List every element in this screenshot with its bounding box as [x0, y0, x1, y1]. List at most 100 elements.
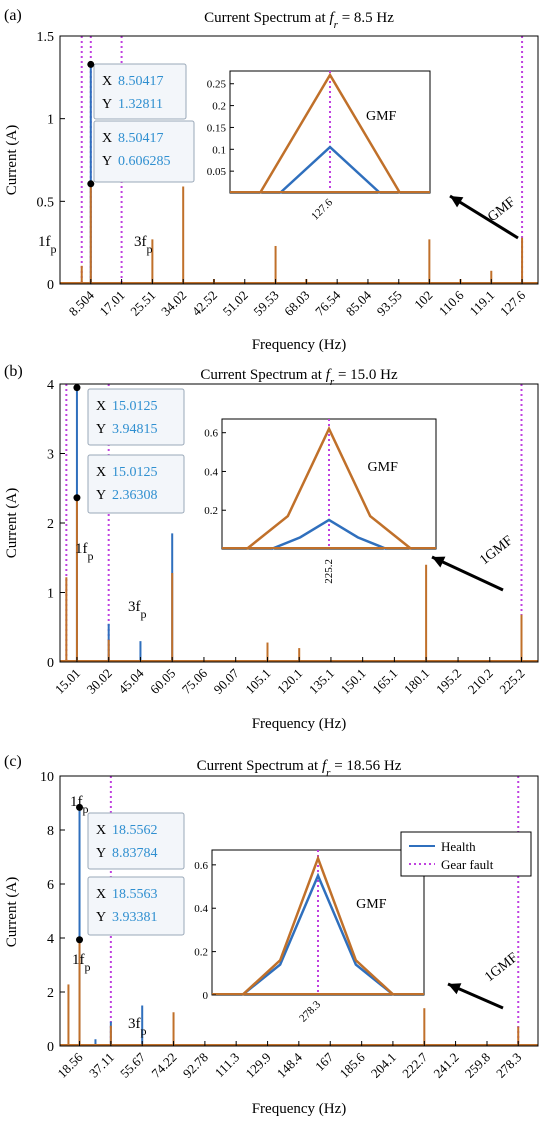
x-tick-label: 76.54: [312, 287, 344, 319]
y-tick-label: 0: [47, 1040, 54, 1055]
x-tick-label: 185.6: [336, 1049, 368, 1081]
y-tick-label: 3: [47, 448, 54, 463]
chart-title-prefix: Current Spectrum at: [200, 367, 325, 383]
data-tip-box: [93, 120, 195, 183]
x-tick-label: 148.4: [274, 1049, 306, 1081]
data-tip-marker: [76, 803, 84, 811]
inset-fault-line: [245, 425, 413, 550]
x-tick-label: 111.3: [212, 1050, 243, 1081]
chart-title-suffix: = 15.0 Hz: [334, 367, 398, 383]
inset-y-tick-label: 0.1: [212, 144, 226, 156]
data-tip-y-value: 3.94815: [112, 422, 158, 437]
inset-health-line: [279, 145, 381, 194]
y-tick-label: 10: [40, 770, 54, 785]
inset-y-tick-label: 0.25: [207, 79, 227, 91]
x-tick-label: 18.56: [54, 1049, 86, 1081]
annotation-1fp-main: 1f: [72, 952, 85, 968]
inset-gmf-label: GMF: [356, 897, 387, 912]
chart-title-prefix: Current Spectrum at: [204, 10, 329, 26]
x-tick-label: 105.1: [242, 666, 273, 697]
data-tip: X 15.0125 Y 3.94815: [87, 388, 185, 446]
data-tip-marker: [76, 936, 84, 944]
data-tip: X 8.50417 Y 1.32811: [93, 63, 187, 120]
x-tick-label: 167: [312, 1049, 337, 1074]
x-tick-label: 150.1: [337, 666, 368, 697]
annotation-1fp: 1fp: [38, 234, 57, 256]
inset-health-line: [241, 872, 395, 996]
data-tip-x-label: X: [96, 465, 106, 480]
y-tick-label: 4: [47, 932, 54, 947]
annotation-3fp-sub: p: [147, 242, 153, 256]
data-tip-box: [93, 63, 187, 120]
inset-y-tick-label: 0.4: [194, 903, 208, 915]
annotation-1fp: 1fp: [75, 541, 94, 563]
x-tick-label: 120.1: [274, 666, 305, 697]
legend-box: [400, 831, 532, 877]
inset-y-tick-label: 0.15: [207, 122, 227, 134]
annotation-gmf: 1GMF: [477, 533, 516, 568]
annotation-1fp-main: 1f: [38, 234, 51, 250]
data-tip-x-label: X: [96, 399, 106, 414]
data-tip: X 18.5563 Y 3.93381: [87, 876, 185, 936]
inset-gmf-label: GMF: [366, 109, 397, 124]
inset-x-tick-label: 225.2: [323, 559, 335, 584]
data-tip-x-value: 8.50417: [118, 74, 164, 89]
data-tip-y-label: Y: [96, 488, 106, 503]
data-tip-x-value: 15.0125: [112, 465, 158, 480]
gmf-arrow: [431, 555, 504, 592]
chart-title-sub: r: [334, 19, 339, 31]
chart-title-prefix: Current Spectrum at: [197, 758, 322, 774]
inset-y-tick-label: 0.2: [194, 947, 208, 959]
data-tip-x-value: 18.5562: [112, 823, 158, 838]
annotation-1fp-sub: p: [51, 242, 57, 256]
y-tick-label: 1.5: [37, 30, 55, 45]
inset-plot: 0.05 0.1 0.15 0.2 0.25 127.6 GMF: [207, 70, 431, 223]
inset-y-tick-label: 0.6: [204, 428, 218, 440]
x-tick-label: 74.22: [148, 1050, 179, 1081]
gmf-arrow-head: [450, 196, 464, 208]
inset-fault-line: [241, 854, 395, 996]
inset-health-line: [270, 518, 388, 551]
x-tick-label: 45.04: [115, 665, 147, 697]
data-tip-box: [87, 454, 185, 514]
inset-x-tick-label: 278.3: [297, 998, 323, 1024]
chart-panel-1: (a) Current Spectrum at fr = 8.5 Hz00.511…: [4, 7, 539, 353]
inset-y-tick-label: 0: [203, 990, 209, 1002]
x-tick-label: 278.3: [493, 1050, 524, 1081]
chart-title-sub: r: [326, 767, 331, 779]
data-tip-x-value: 18.5563: [112, 887, 158, 902]
gmf-arrow: [449, 194, 519, 240]
x-tick-label: 25.51: [127, 288, 158, 319]
x-tick-label: 60.05: [147, 666, 178, 697]
data-tip-x-label: X: [96, 823, 106, 838]
x-tick-label: 195.2: [433, 666, 464, 697]
data-tip-box: [87, 388, 185, 446]
data-tip-x-value: 15.0125: [112, 399, 158, 414]
x-tick-label: 259.8: [462, 1050, 493, 1081]
data-tip-y-value: 2.36308: [112, 488, 158, 503]
data-tip-y-label: Y: [102, 97, 112, 112]
x-tick-label: 51.02: [220, 288, 251, 319]
inset-y-tick-label: 0.05: [207, 166, 227, 178]
panel-label: (b): [4, 363, 23, 380]
y-tick-label: 8: [47, 824, 54, 839]
annotation-1fp-sub: p: [85, 960, 91, 974]
x-tick-label: 90.07: [211, 665, 243, 697]
annotation-3fp: 3fp: [128, 599, 147, 621]
annotation-1fp-top-sub: p: [83, 802, 89, 816]
data-tip-y-value: 1.32811: [118, 97, 163, 112]
x-tick-label: 180.1: [401, 666, 432, 697]
annotation-3fp: 3fp: [134, 234, 153, 256]
legend: Health Gear fault: [400, 831, 532, 877]
legend-fault-label: Gear fault: [441, 857, 494, 872]
data-tip: X 15.0125 Y 2.36308: [87, 454, 185, 514]
x-tick-label: 37.11: [86, 1050, 117, 1081]
y-tick-label: 0: [47, 278, 54, 293]
annotation-3fp-main: 3f: [134, 234, 147, 250]
inset-y-tick-label: 0.4: [204, 466, 218, 478]
inset-x-tick-label: 127.6: [309, 196, 335, 222]
data-tip: X 18.5562 Y 8.83784: [87, 812, 185, 870]
plot-frame: [59, 35, 539, 285]
chart-title-suffix: = 18.56 Hz: [330, 758, 401, 774]
